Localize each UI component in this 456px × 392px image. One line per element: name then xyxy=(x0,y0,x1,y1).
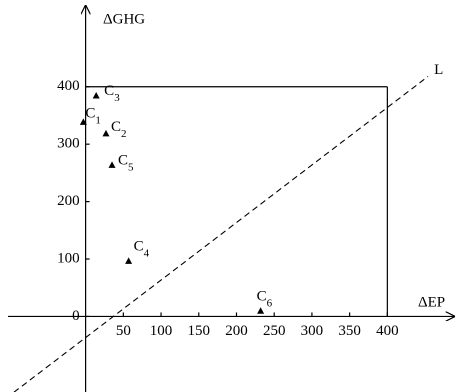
point-label-letter: C xyxy=(134,239,144,255)
x-tick-label: 100 xyxy=(150,323,173,339)
x-tick-label: 400 xyxy=(376,323,399,339)
x-tick-label: 300 xyxy=(301,323,324,339)
y-tick-label: 300 xyxy=(57,136,80,152)
point xyxy=(125,257,133,264)
point-label-subscript: 1 xyxy=(95,114,101,126)
point xyxy=(92,91,100,99)
point-label-letter: C xyxy=(111,119,121,135)
point-label-letter: C xyxy=(257,289,267,305)
point-label-subscript: 3 xyxy=(114,91,120,103)
point-label-subscript: 5 xyxy=(128,161,134,173)
x-tick-label: 250 xyxy=(263,323,286,339)
point-label: C3 xyxy=(104,83,120,103)
point-label-subscript: 4 xyxy=(144,247,150,259)
point-label: C6 xyxy=(257,289,273,309)
point-label: C1 xyxy=(85,106,101,126)
point-label-letter: C xyxy=(85,106,95,122)
x-tick-label: 350 xyxy=(338,323,361,339)
x-tick-label: 150 xyxy=(188,323,211,339)
point xyxy=(79,118,87,125)
point-label: C4 xyxy=(134,239,150,259)
point-label: C2 xyxy=(111,119,127,139)
reference-line-label: L xyxy=(434,62,443,78)
point-label-letter: C xyxy=(118,153,128,169)
point-label-subscript: 2 xyxy=(121,127,127,139)
point-label-letter: C xyxy=(104,83,114,99)
y-tick-label: 0 xyxy=(72,308,80,324)
point xyxy=(102,129,110,137)
y-tick-label: 100 xyxy=(57,250,80,266)
x-tick-label: 200 xyxy=(225,323,248,339)
x-axis-label: ΔEP xyxy=(418,294,445,310)
point xyxy=(257,307,265,314)
point-label-subscript: 6 xyxy=(267,297,273,309)
y-tick-label: 400 xyxy=(57,78,80,94)
y-axis-label: ΔGHG xyxy=(103,11,145,27)
point xyxy=(108,161,116,168)
point-label: C5 xyxy=(118,153,134,173)
reference-line xyxy=(13,75,429,392)
y-tick-label: 200 xyxy=(57,193,80,209)
x-tick-label: 50 xyxy=(116,323,131,339)
